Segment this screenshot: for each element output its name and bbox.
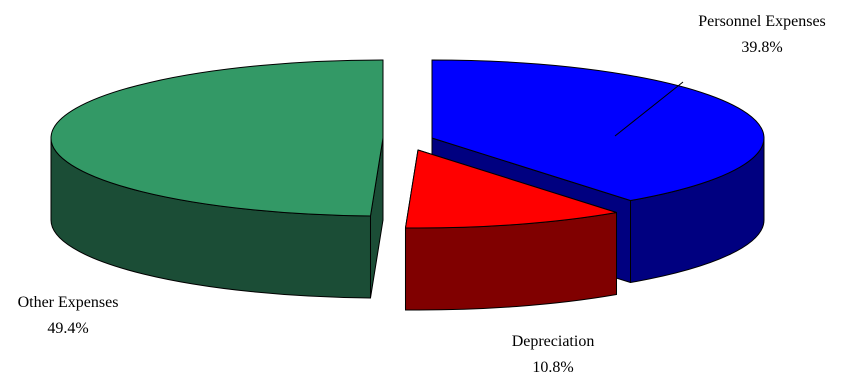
label-name-depreciation: Depreciation	[512, 333, 595, 350]
label-name-personnel: Personnel Expenses	[698, 13, 826, 30]
label-value-personnel: 39.8%	[741, 39, 782, 56]
leader-line-personnel	[614, 81, 684, 137]
label-value-depreciation: 10.8%	[532, 359, 573, 376]
label-name-other: Other Expenses	[18, 294, 119, 311]
label-value-other: 49.4%	[47, 320, 88, 337]
slices-layer	[50, 59, 765, 311]
slice-top-depreciation	[404, 149, 618, 229]
slice-top-personnel	[431, 59, 765, 202]
slice-top-other	[50, 59, 384, 217]
